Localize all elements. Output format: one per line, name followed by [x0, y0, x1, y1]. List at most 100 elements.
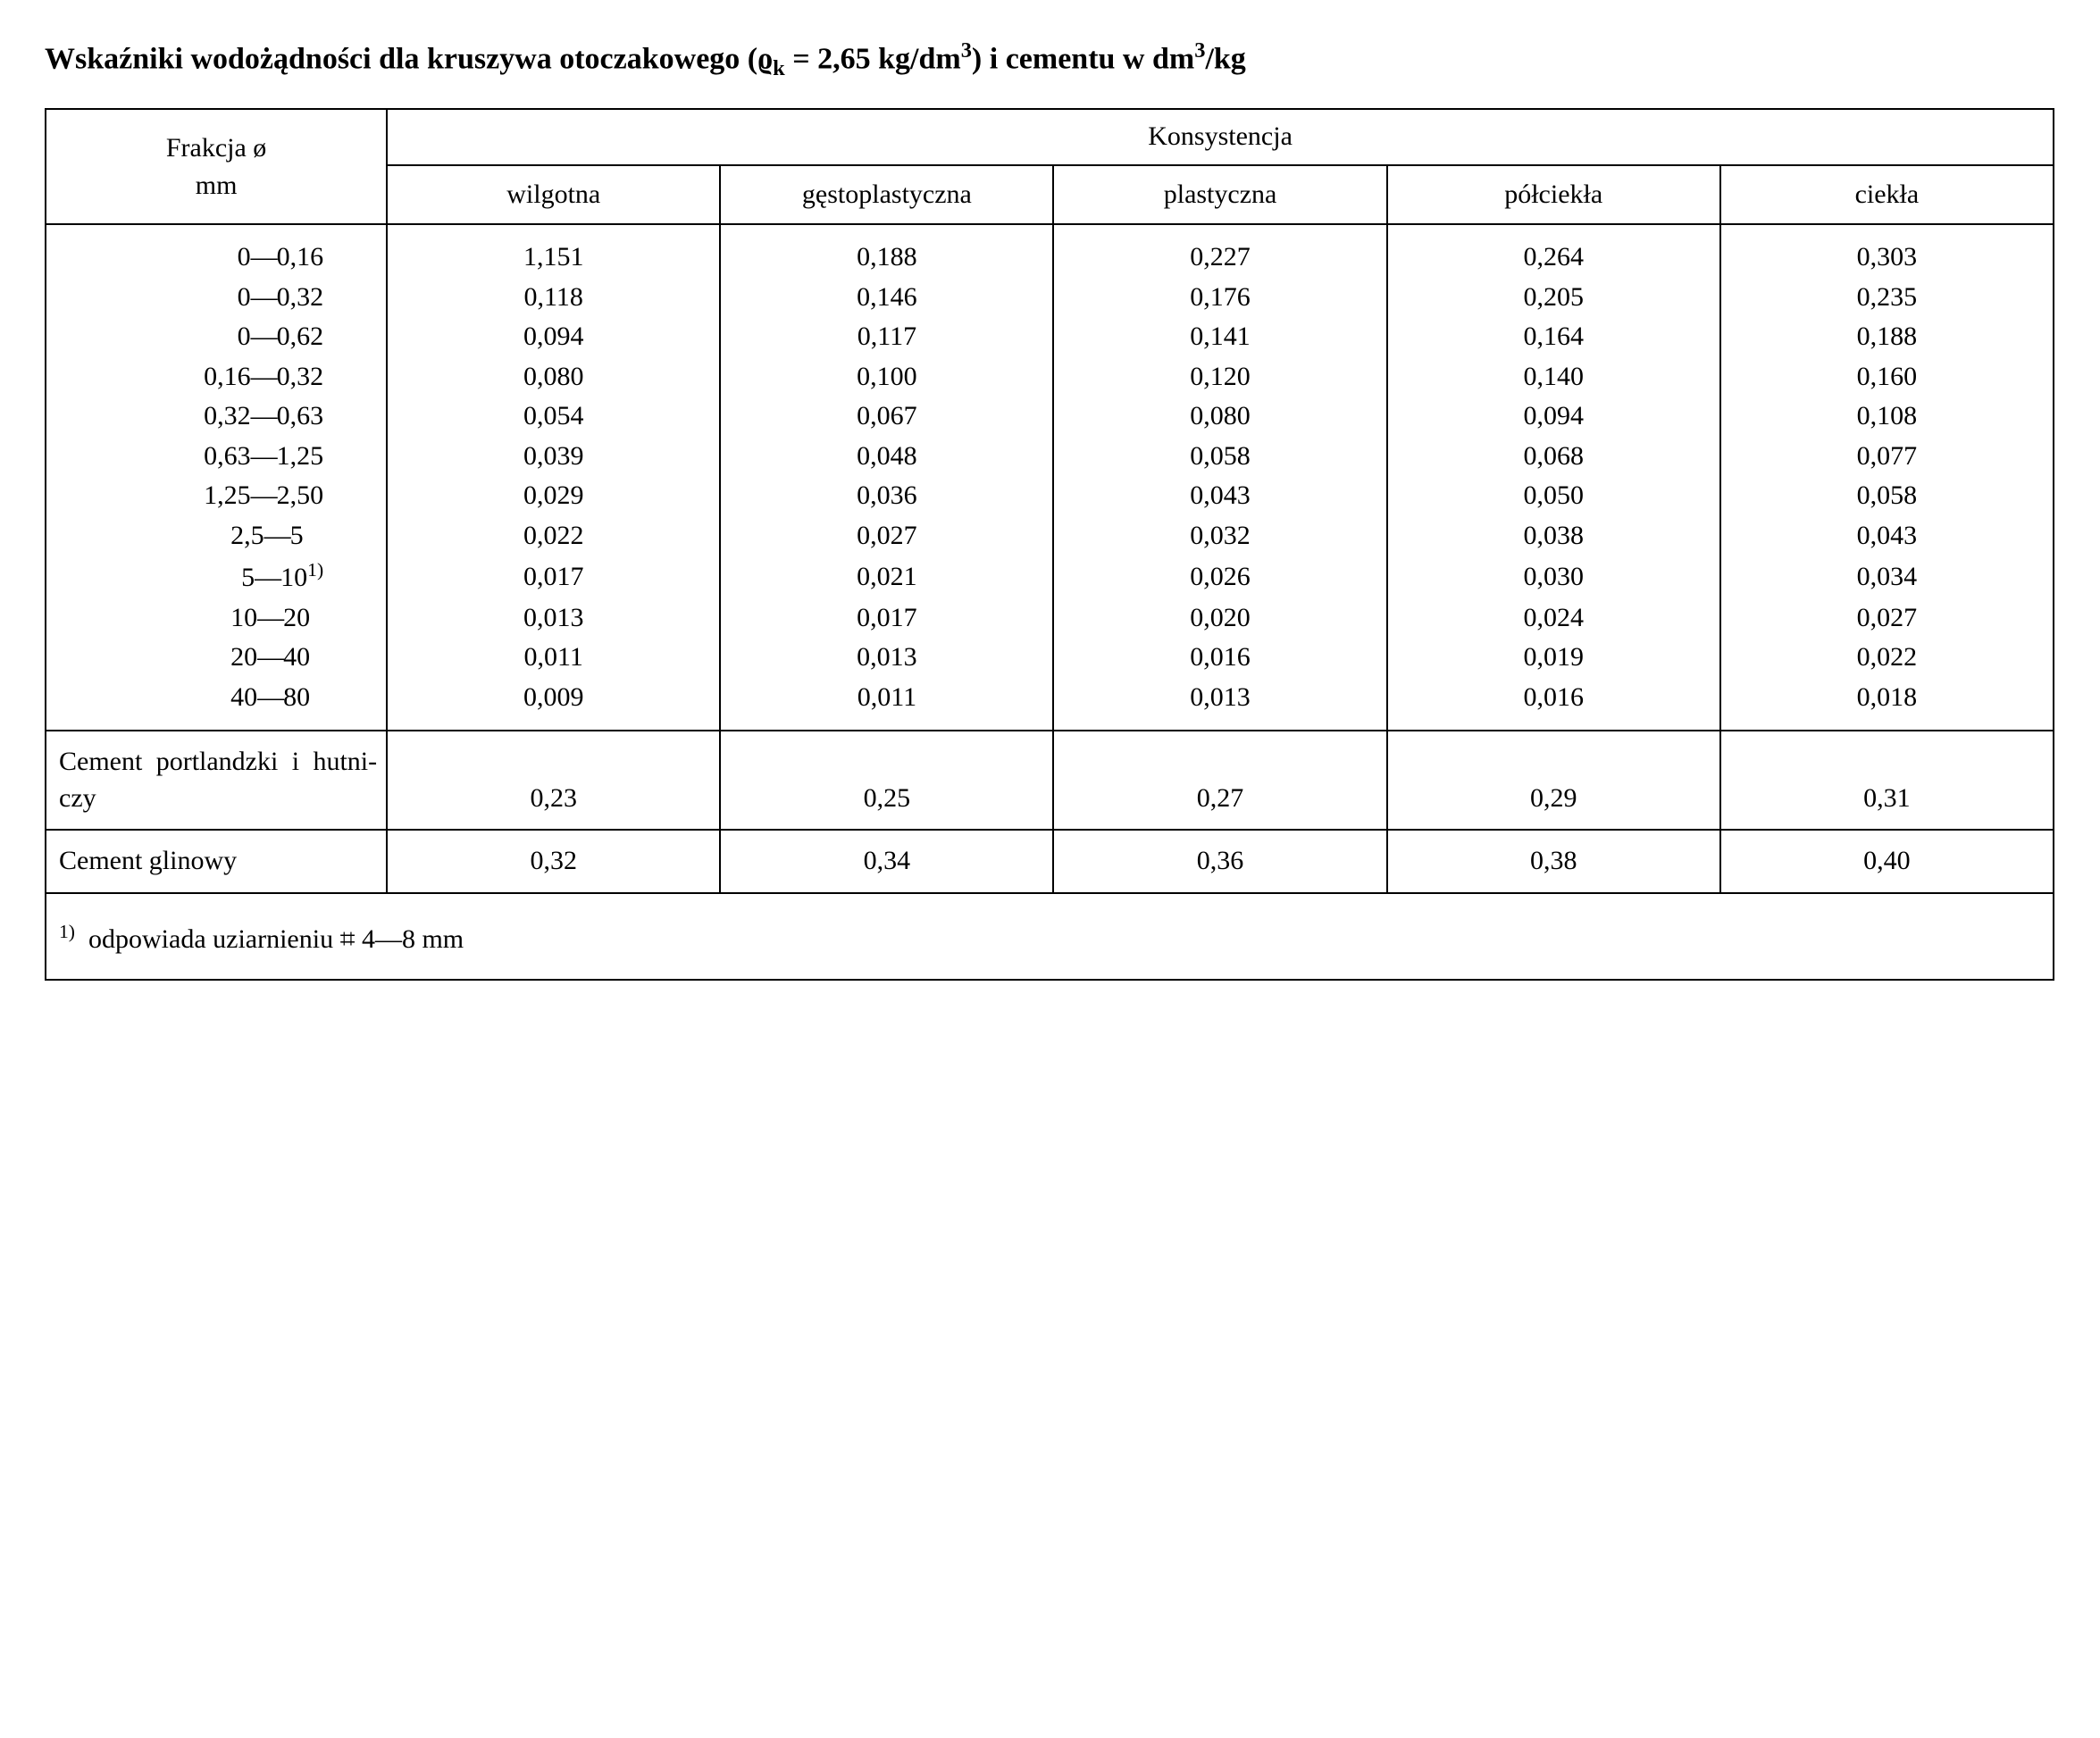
value-cell: 0,118 — [387, 278, 720, 318]
value-cell: 0,030 — [1387, 556, 1720, 598]
value-cell: 0,141 — [1053, 317, 1386, 357]
value-cell: 0,188 — [1720, 317, 2054, 357]
fraction-cell: 1,25—2,50 — [46, 476, 387, 516]
value-cell: 0,026 — [1053, 556, 1386, 598]
value-cell: 0,164 — [1387, 317, 1720, 357]
table-row: 0—0,320,1180,1460,1760,2050,235 — [46, 278, 2054, 318]
value-cell: 0,40 — [1720, 830, 2054, 893]
fraction-cell: 0—0,32 — [46, 278, 387, 318]
value-cell: 0,067 — [720, 397, 1053, 437]
fraction-cell: 20—40 — [46, 638, 387, 678]
value-cell: 0,054 — [387, 397, 720, 437]
value-cell: 0,094 — [387, 317, 720, 357]
value-cell: 0,117 — [720, 317, 1053, 357]
table-row: 2,5—5 0,0220,0270,0320,0380,043 — [46, 516, 2054, 556]
fraction-cell: 0—0,62 — [46, 317, 387, 357]
value-cell: 0,021 — [720, 556, 1053, 598]
value-cell: 0,022 — [387, 516, 720, 556]
fraction-cell: 40—80 — [46, 678, 387, 731]
value-cell: 0,27 — [1053, 731, 1386, 830]
footnote: 1) odpowiada uziarnieniu ⌗ 4—8 mm — [46, 893, 2054, 981]
table-row: 0,63—1,250,0390,0480,0580,0680,077 — [46, 437, 2054, 477]
table-row: 0—0,161,1510,1880,2270,2640,303 — [46, 224, 2054, 278]
value-cell: 0,020 — [1053, 598, 1386, 639]
col-header-2: gęstopla­styczna — [720, 165, 1053, 225]
value-cell: 0,058 — [1720, 476, 2054, 516]
value-cell: 0,013 — [1053, 678, 1386, 731]
value-cell: 0,043 — [1053, 476, 1386, 516]
value-cell: 0,176 — [1053, 278, 1386, 318]
value-cell: 0,36 — [1053, 830, 1386, 893]
fraction-cell: 10—20 — [46, 598, 387, 639]
cement-label: Cement glinowy — [46, 830, 387, 893]
value-cell: 0,146 — [720, 278, 1053, 318]
col-header-1: wilgotna — [387, 165, 720, 225]
value-cell: 0,077 — [1720, 437, 2054, 477]
value-cell: 0,25 — [720, 731, 1053, 830]
fraction-cell: 0,63—1,25 — [46, 437, 387, 477]
value-cell: 0,227 — [1053, 224, 1386, 278]
value-cell: 1,151 — [387, 224, 720, 278]
value-cell: 0,032 — [1053, 516, 1386, 556]
value-cell: 0,058 — [1053, 437, 1386, 477]
cement-label: Cement port­landzki i hutni­czy — [46, 731, 387, 830]
value-cell: 0,027 — [720, 516, 1053, 556]
fraction-cell: 5—101) — [46, 556, 387, 598]
fraction-cell: 0—0,16 — [46, 224, 387, 278]
page-title: Wskaźniki wodożądności dla kruszywa otoc… — [45, 36, 2054, 83]
value-cell: 0,043 — [1720, 516, 2054, 556]
table-row: 40—80 0,0090,0110,0130,0160,018 — [46, 678, 2054, 731]
table-row: 5—101)0,0170,0210,0260,0300,034 — [46, 556, 2054, 598]
value-cell: 0,034 — [1720, 556, 2054, 598]
value-cell: 0,264 — [1387, 224, 1720, 278]
value-cell: 0,019 — [1387, 638, 1720, 678]
value-cell: 0,094 — [1387, 397, 1720, 437]
value-cell: 0,31 — [1720, 731, 2054, 830]
value-cell: 0,024 — [1387, 598, 1720, 639]
value-cell: 0,050 — [1387, 476, 1720, 516]
value-cell: 0,039 — [387, 437, 720, 477]
value-cell: 0,022 — [1720, 638, 2054, 678]
value-cell: 0,080 — [1053, 397, 1386, 437]
col-header-5: ciekła — [1720, 165, 2054, 225]
value-cell: 0,029 — [387, 476, 720, 516]
value-cell: 0,016 — [1387, 678, 1720, 731]
value-cell: 0,068 — [1387, 437, 1720, 477]
value-cell: 0,013 — [387, 598, 720, 639]
value-cell: 0,32 — [387, 830, 720, 893]
col-header-4: półciekła — [1387, 165, 1720, 225]
value-cell: 0,38 — [1387, 830, 1720, 893]
value-cell: 0,140 — [1387, 357, 1720, 397]
table-row: 20—40 0,0110,0130,0160,0190,022 — [46, 638, 2054, 678]
fraction-cell: 2,5—5 — [46, 516, 387, 556]
table-row: 0,16—0,320,0800,1000,1200,1400,160 — [46, 357, 2054, 397]
value-cell: 0,016 — [1053, 638, 1386, 678]
value-cell: 0,34 — [720, 830, 1053, 893]
value-cell: 0,120 — [1053, 357, 1386, 397]
value-cell: 0,017 — [720, 598, 1053, 639]
value-cell: 0,23 — [387, 731, 720, 830]
value-cell: 0,011 — [720, 678, 1053, 731]
value-cell: 0,160 — [1720, 357, 2054, 397]
value-cell: 0,048 — [720, 437, 1053, 477]
cement-row: Cement port­landzki i hutni­czy0,230,250… — [46, 731, 2054, 830]
value-cell: 0,100 — [720, 357, 1053, 397]
data-table: Frakcja ømm Konsystencja wilgotna gęstop… — [45, 108, 2054, 981]
table-row: 0—0,620,0940,1170,1410,1640,188 — [46, 317, 2054, 357]
value-cell: 0,011 — [387, 638, 720, 678]
col-header-3: plastyczna — [1053, 165, 1386, 225]
fraction-cell: 0,16—0,32 — [46, 357, 387, 397]
value-cell: 0,303 — [1720, 224, 2054, 278]
cement-row: Cement glinowy0,320,340,360,380,40 — [46, 830, 2054, 893]
value-cell: 0,013 — [720, 638, 1053, 678]
table-row: 10—20 0,0130,0170,0200,0240,027 — [46, 598, 2054, 639]
value-cell: 0,080 — [387, 357, 720, 397]
value-cell: 0,29 — [1387, 731, 1720, 830]
value-cell: 0,188 — [720, 224, 1053, 278]
value-cell: 0,036 — [720, 476, 1053, 516]
value-cell: 0,009 — [387, 678, 720, 731]
value-cell: 0,205 — [1387, 278, 1720, 318]
fraction-cell: 0,32—0,63 — [46, 397, 387, 437]
value-cell: 0,038 — [1387, 516, 1720, 556]
col-header-fraction: Frakcja ømm — [46, 109, 387, 224]
